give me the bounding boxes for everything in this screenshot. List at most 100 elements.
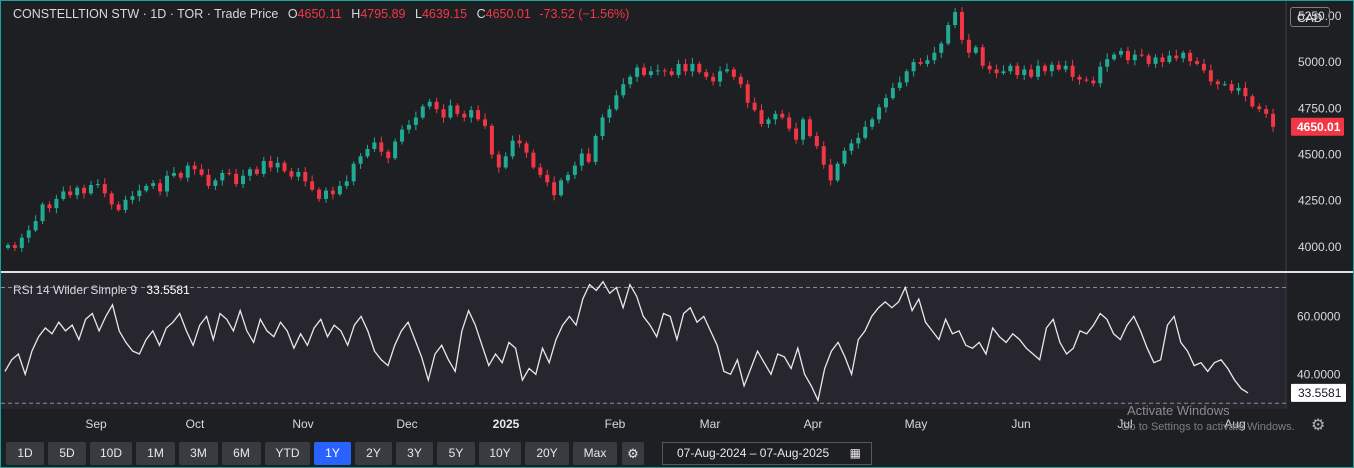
rsi-chart[interactable]: 60.0000 40.0000 33.5581 [1,273,1353,409]
candle[interactable] [171,167,176,178]
candle[interactable] [178,170,183,181]
candle[interactable] [455,103,460,117]
candle[interactable] [144,183,149,193]
candle[interactable] [1105,53,1110,72]
candle[interactable] [1188,49,1193,67]
candle[interactable] [489,123,494,159]
candle[interactable] [1056,60,1061,72]
candle[interactable] [897,76,902,91]
pane-divider[interactable] [1,271,1353,273]
candle[interactable] [95,179,100,188]
candle[interactable] [123,195,128,213]
candle[interactable] [12,241,17,251]
candle[interactable] [503,152,508,170]
candle[interactable] [1271,108,1276,132]
candle[interactable] [828,158,833,186]
price-axis-area[interactable] [1286,1,1353,271]
candle[interactable] [1008,63,1013,75]
candle[interactable] [296,167,301,181]
candle[interactable] [47,201,52,213]
price-chart[interactable]: 5250.00 5000.00 4750.00 4500.00 4250.00 4000.… [1,1,1353,271]
candle[interactable] [766,117,771,129]
candle[interactable] [863,120,868,140]
candle[interactable] [1250,94,1255,109]
candle[interactable] [904,69,909,87]
candle[interactable] [572,161,577,179]
candle[interactable] [282,160,287,173]
candle[interactable] [1077,74,1082,85]
candle[interactable] [1243,82,1248,102]
candle[interactable] [1208,64,1213,86]
candle[interactable] [1084,76,1089,83]
candle[interactable] [614,90,619,112]
candle[interactable] [420,104,425,120]
candle[interactable] [1174,49,1179,62]
candle[interactable] [379,136,384,156]
candle[interactable] [1029,64,1034,79]
candle[interactable] [1160,53,1165,68]
candle[interactable] [1022,65,1027,81]
candle[interactable] [877,104,882,124]
candle[interactable] [960,7,964,44]
candle[interactable] [856,132,861,149]
candle[interactable] [406,119,411,134]
range-button-10d[interactable]: 10D [90,442,132,465]
candle[interactable] [704,69,709,80]
candle[interactable] [496,151,501,173]
candle[interactable] [192,161,197,175]
candle[interactable] [393,138,398,161]
range-button-6m[interactable]: 6M [222,442,261,465]
candle[interactable] [669,68,674,77]
range-button-1y[interactable]: 1Y [314,442,351,465]
candle[interactable] [579,148,584,171]
range-button-5y[interactable]: 5Y [437,442,475,465]
range-button-5d[interactable]: 5D [48,442,86,465]
candle[interactable] [199,164,204,177]
candle[interactable] [289,167,294,180]
candle[interactable] [1125,46,1130,65]
rsi-plot-area[interactable] [1,273,1286,409]
candle[interactable] [946,21,951,46]
candle[interactable] [254,166,259,176]
candle[interactable] [773,110,778,125]
candle[interactable] [1201,58,1206,74]
currency-selector[interactable]: CAD [1290,7,1330,27]
calendar-icon[interactable]: ▦ [849,446,861,460]
candle[interactable] [1229,80,1234,94]
candle[interactable] [275,156,280,173]
candle[interactable] [351,161,356,186]
candle[interactable] [559,178,564,198]
candle[interactable] [835,161,840,183]
candle[interactable] [531,149,536,170]
candle[interactable] [1139,48,1144,58]
candle[interactable] [1153,54,1158,68]
candle[interactable] [821,141,826,169]
candle[interactable] [1091,76,1096,87]
candle[interactable] [1001,65,1006,75]
candle[interactable] [711,72,716,86]
candle[interactable] [953,8,958,28]
candle[interactable] [448,99,453,120]
price-plot-area[interactable] [1,1,1286,271]
candle[interactable] [68,185,73,199]
candle[interactable] [552,176,557,201]
candle[interactable] [469,106,474,123]
candle[interactable] [1119,47,1123,58]
candle[interactable] [718,66,723,87]
candle[interactable] [1049,61,1054,77]
candle[interactable] [642,63,646,77]
candle[interactable] [206,168,211,189]
range-button-ytd[interactable]: YTD [265,442,310,465]
candle[interactable] [648,66,653,78]
candle[interactable] [344,175,349,189]
range-button-10y[interactable]: 10Y [479,442,521,465]
candle[interactable] [787,112,792,132]
candle[interactable] [918,57,923,66]
candle[interactable] [88,180,93,196]
candle[interactable] [358,153,363,169]
candle[interactable] [372,137,377,152]
candle[interactable] [268,155,273,172]
candle[interactable] [317,187,322,202]
candle[interactable] [441,104,446,123]
range-button-1m[interactable]: 1M [136,442,175,465]
